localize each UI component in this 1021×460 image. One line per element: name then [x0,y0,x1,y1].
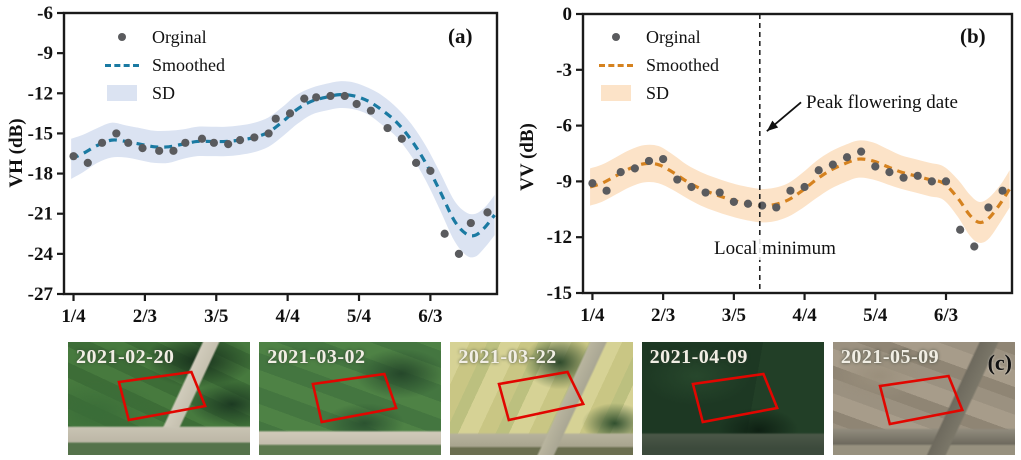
field-outline [311,372,399,424]
svg-text:-21: -21 [28,204,53,225]
panel-label-c: (c) [987,350,1013,375]
svg-text:1/4: 1/4 [580,305,605,326]
legend-label: SD [646,82,670,103]
point-marker-icon [104,33,140,41]
legend-a: Orginal Smoothed SD [104,26,225,104]
vh-chart: -6 -9 -12 -15 -18 -21 -24 -27 1/4 2/3 3/5 4/4 5/4 6/3 [28,3,499,327]
thumbnail-date: 2021-04-09 [649,346,748,368]
vh-axis-label: VH (dB) [6,118,27,188]
svg-text:2/3: 2/3 [133,306,157,327]
svg-text:4/4: 4/4 [792,305,817,326]
thumbnail-date: 2021-05-09 [840,346,940,368]
band-swatch-icon [104,85,140,101]
legend-label: SD [152,82,176,103]
svg-text:0: 0 [563,4,573,25]
svg-text:-15: -15 [547,283,572,304]
svg-text:2/3: 2/3 [651,305,675,326]
svg-text:-3: -3 [556,60,572,81]
svg-text:-6: -6 [37,3,53,24]
legend-item-smoothed: Smoothed [104,54,225,76]
svg-text:-15: -15 [28,123,53,144]
svg-text:-12: -12 [28,83,53,104]
dashed-line-icon [598,63,634,67]
svg-text:5/4: 5/4 [347,306,372,327]
svg-text:-12: -12 [547,227,572,248]
field-outline [878,374,964,426]
svg-text:-18: -18 [28,164,53,185]
band-swatch-icon [598,85,634,101]
satellite-thumbnail-strip: 2021-02-20 2021-03-02 2021-03-22 2021-04… [68,342,1016,455]
vv-axis-label: VV (dB) [517,123,538,191]
legend-label: Orginal [152,26,207,47]
legend-b: Orginal Smoothed SD [598,26,719,104]
legend-item-smoothed: Smoothed [598,54,719,76]
satellite-thumbnail: 2021-05-09 (c) [832,342,1016,455]
field-outline [497,370,586,422]
field-outline [690,372,779,424]
panel-label-a: (a) [448,24,473,48]
svg-text:-9: -9 [37,43,53,64]
local-minimum-annotation: Local minimum [712,238,838,260]
satellite-thumbnail: 2021-04-09 [641,342,824,455]
field-outline [117,370,207,422]
legend-item-original: Orginal [104,26,225,48]
legend-label: Orginal [646,26,701,47]
svg-text:1/4: 1/4 [61,306,86,327]
svg-text:6/3: 6/3 [934,305,958,326]
svg-text:-6: -6 [556,116,572,137]
legend-label: Smoothed [646,54,720,75]
thumbnail-date: 2021-02-20 [76,346,175,368]
svg-text:-27: -27 [28,284,54,305]
svg-text:-9: -9 [556,171,572,192]
svg-text:3/5: 3/5 [722,305,746,326]
point-marker-icon [598,33,634,41]
dashed-line-icon [104,63,140,67]
legend-label: Smoothed [152,54,226,75]
svg-text:3/5: 3/5 [204,306,228,327]
legend-item-sd: SD [104,82,225,104]
peak-flowering-annotation: Peak flowering date [804,92,960,114]
svg-text:4/4: 4/4 [275,306,300,327]
satellite-thumbnail: 2021-03-02 [259,342,442,455]
thumbnail-date: 2021-03-02 [267,346,366,368]
legend-item-sd: SD [598,82,719,104]
svg-text:6/3: 6/3 [418,306,442,327]
svg-text:-24: -24 [28,244,54,265]
satellite-thumbnail: 2021-02-20 [68,342,251,455]
vv-chart: 0 -3 -6 -9 -12 -15 1/4 2/3 3/5 4/4 5/4 6/3 [547,4,1014,326]
legend-item-original: Orginal [598,26,719,48]
satellite-thumbnail: 2021-03-22 [450,342,633,455]
svg-text:5/4: 5/4 [863,305,888,326]
thumbnail-date: 2021-03-22 [458,346,557,368]
panel-label-b: (b) [960,24,986,48]
